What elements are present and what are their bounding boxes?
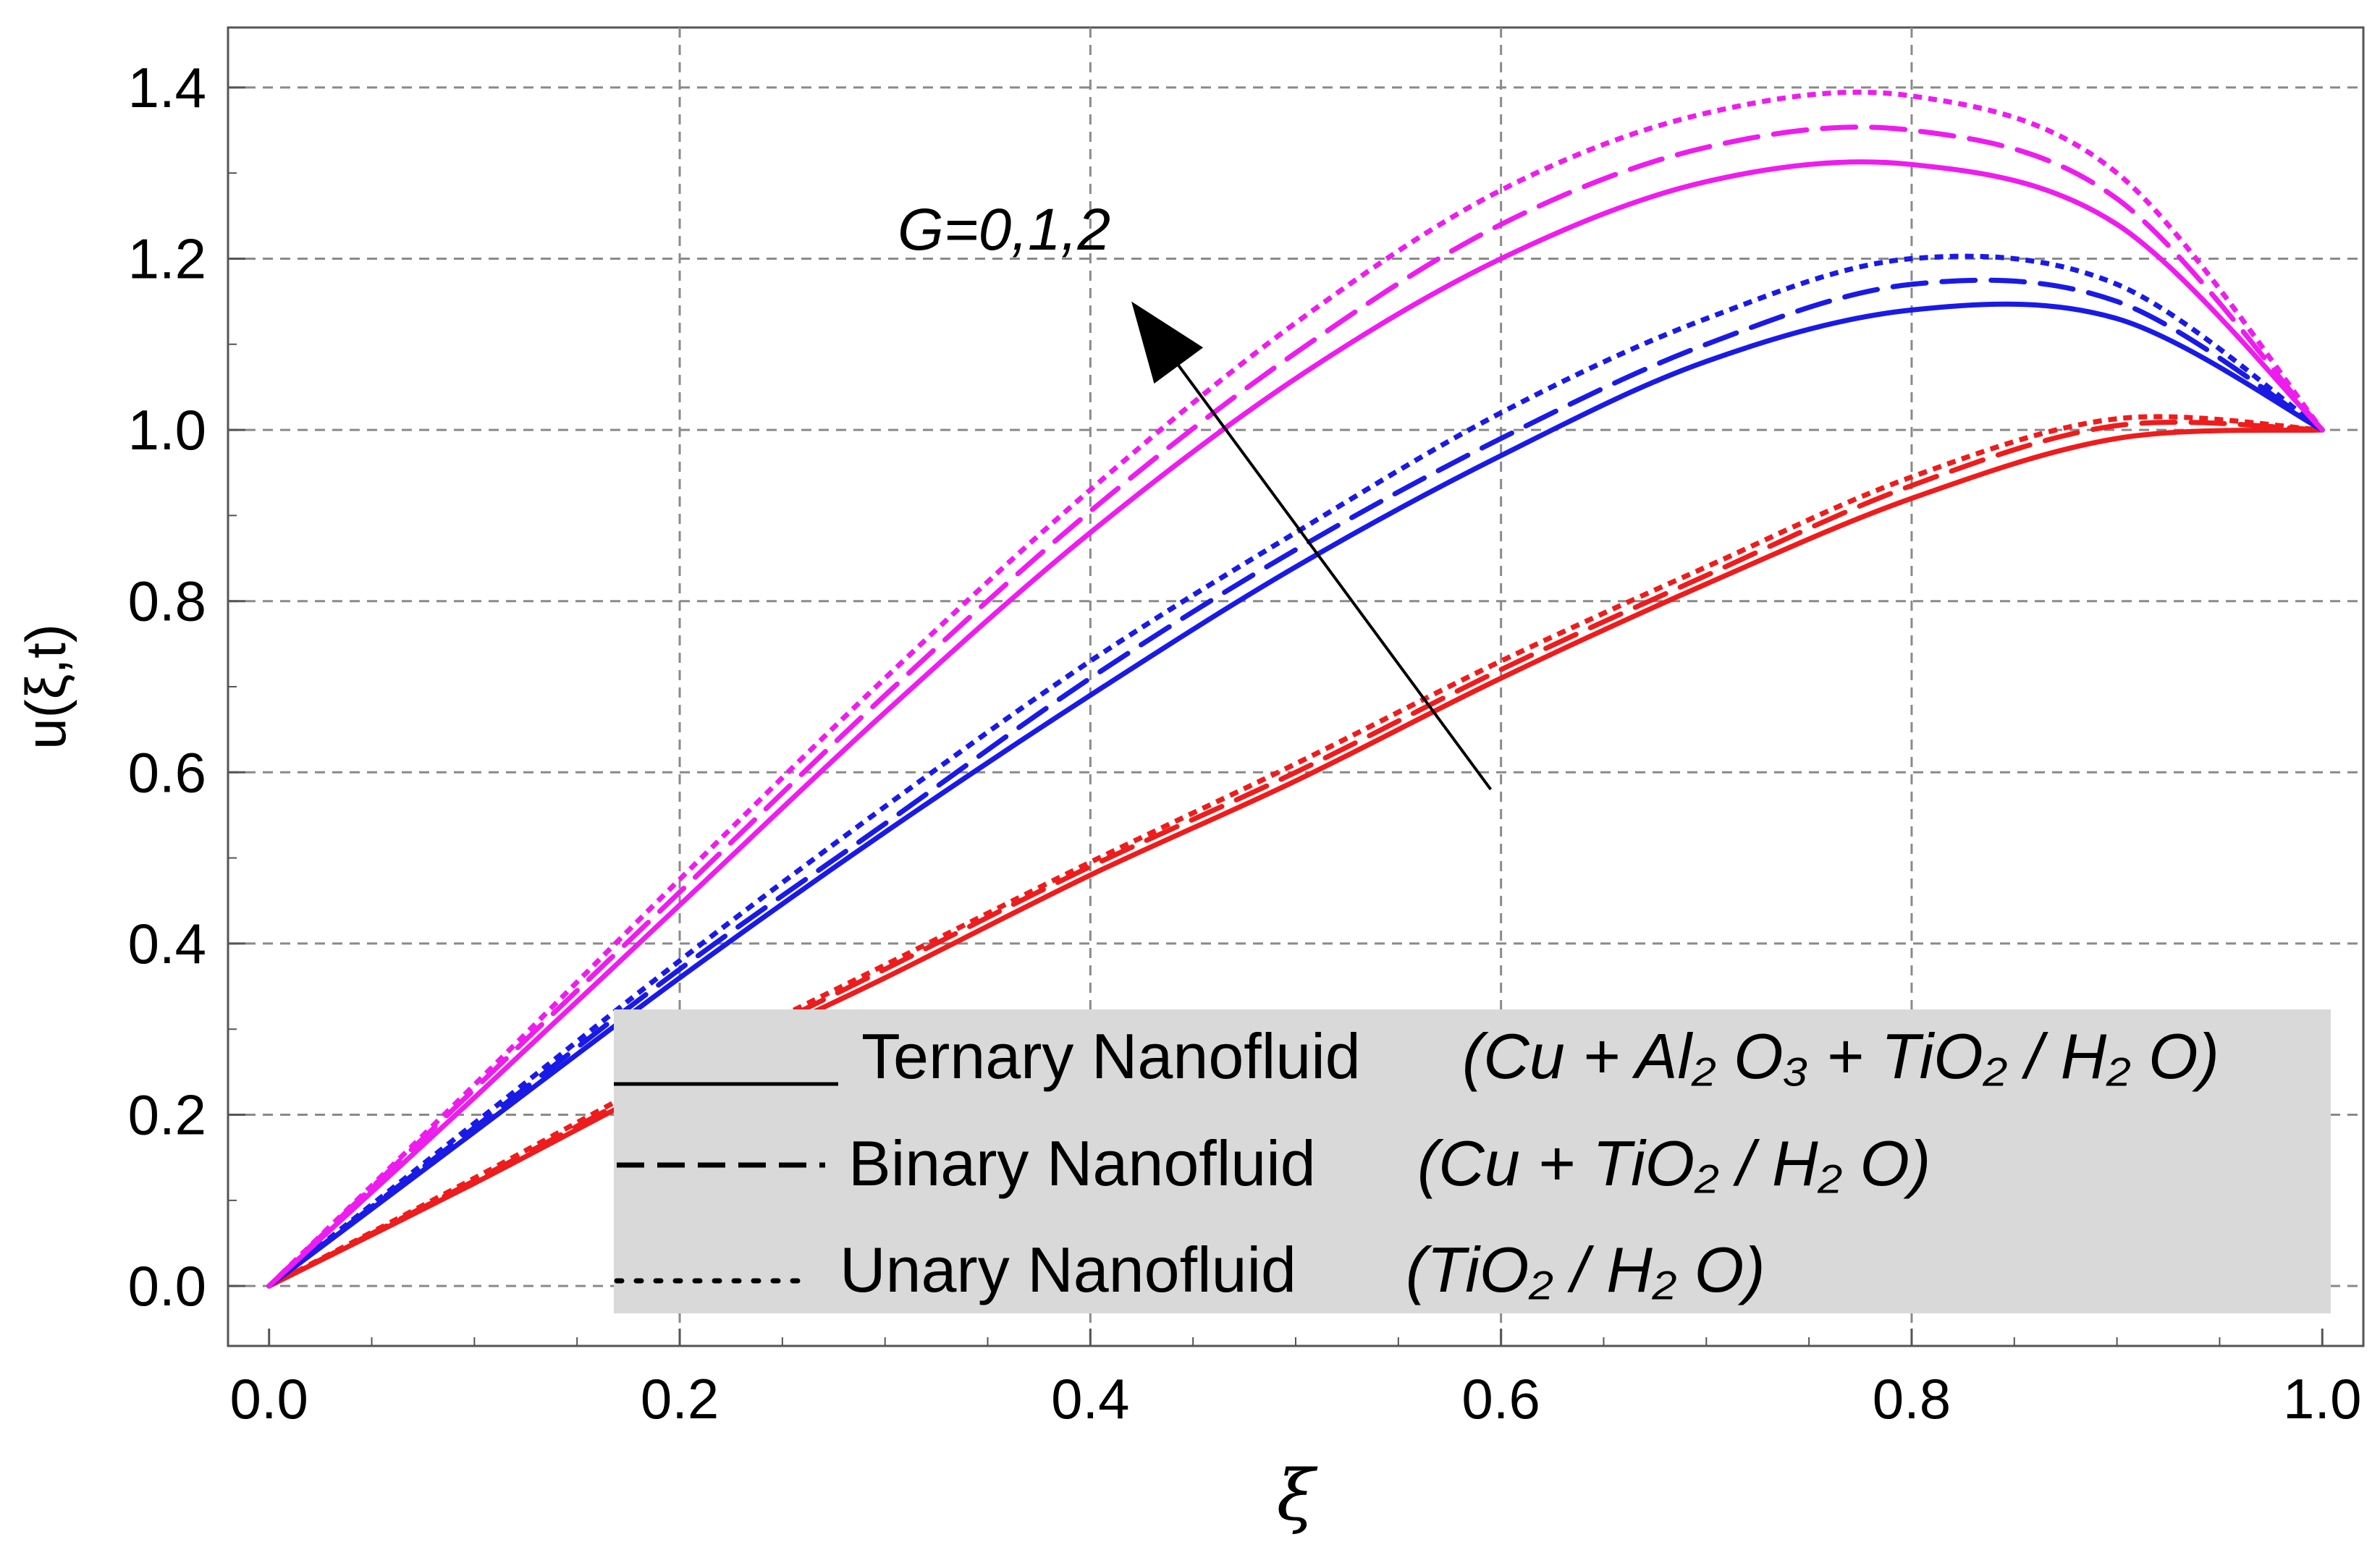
- x-tick-label: 0.6: [1461, 1367, 1540, 1431]
- legend-entry-ternary: Ternary Nanofluid (Cu + Al₂ O₃ + TiO₂ / …: [614, 1020, 2219, 1092]
- y-tick-label: 0.8: [128, 569, 206, 633]
- y-tick-label: 0.0: [128, 1254, 206, 1318]
- legend-formula-binary: (Cu + TiO₂ / H₂ O): [1417, 1127, 1930, 1199]
- legend-formula-ternary: (Cu + Al₂ O₃ + TiO₂ / H₂ O): [1462, 1020, 2219, 1092]
- legend-entry-unary: Unary Nanofluid (TiO₂ / H₂ O): [614, 1234, 1765, 1305]
- legend-label-binary: Binary Nanofluid: [848, 1127, 1316, 1199]
- x-tick-label: 1.0: [2283, 1367, 2361, 1431]
- legend-label-ternary: Ternary Nanofluid: [861, 1020, 1361, 1092]
- series-line-ternary-g1: [266, 301, 2325, 1289]
- annotation: G=0,1,2: [898, 197, 1493, 791]
- series-line-unary-g2: [267, 89, 2325, 1288]
- annotation-arrow: [1177, 365, 1493, 791]
- y-tick-label: 1.4: [128, 56, 206, 119]
- series-line-binary-g2: [266, 124, 2325, 1289]
- series-line-unary-g0: [268, 414, 2323, 1289]
- legend-background: [614, 1009, 2331, 1313]
- y-tick-label: 1.0: [128, 398, 206, 462]
- x-tick-label: 0.2: [641, 1367, 719, 1431]
- y-tick-label: 0.4: [128, 912, 206, 975]
- legend-label-unary: Unary Nanofluid: [840, 1234, 1296, 1305]
- series-line-binary-g1: [266, 277, 2325, 1289]
- legend-formula-unary: (TiO₂ / H₂ O): [1406, 1234, 1765, 1305]
- y-tick-label: 0.6: [128, 740, 206, 804]
- axis-ticks: 0.0 0.2 0.4 0.6 0.8 1.0 0.0 0.2 0.4 0.6 0.8 1.0 1.2 1…: [128, 56, 2362, 1431]
- legend: Ternary Nanofluid (Cu + Al₂ O₃ + TiO₂ / …: [614, 1009, 2331, 1313]
- x-tick-label: 0.4: [1051, 1367, 1129, 1431]
- y-axis-title: u(ξ,t): [14, 624, 77, 750]
- series-line-ternary-g2: [266, 159, 2325, 1289]
- series-line-ternary-g0: [266, 427, 2325, 1289]
- series-line-unary-g1: [267, 253, 2324, 1288]
- annotation-label: G=0,1,2: [898, 197, 1110, 263]
- annotation-arrowhead: [1131, 301, 1204, 384]
- y-tick-label: 0.2: [128, 1083, 206, 1147]
- series-lines: [266, 89, 2325, 1289]
- legend-entry-binary: Binary Nanofluid (Cu + TiO₂ / H₂ O): [617, 1127, 1930, 1199]
- x-tick-label: 0.0: [230, 1367, 308, 1431]
- y-tick-label: 1.2: [128, 226, 206, 290]
- x-tick-label: 0.8: [1873, 1367, 1951, 1431]
- x-axis-title: ξ: [1277, 1455, 1318, 1536]
- series-line-binary-g0: [266, 420, 2325, 1289]
